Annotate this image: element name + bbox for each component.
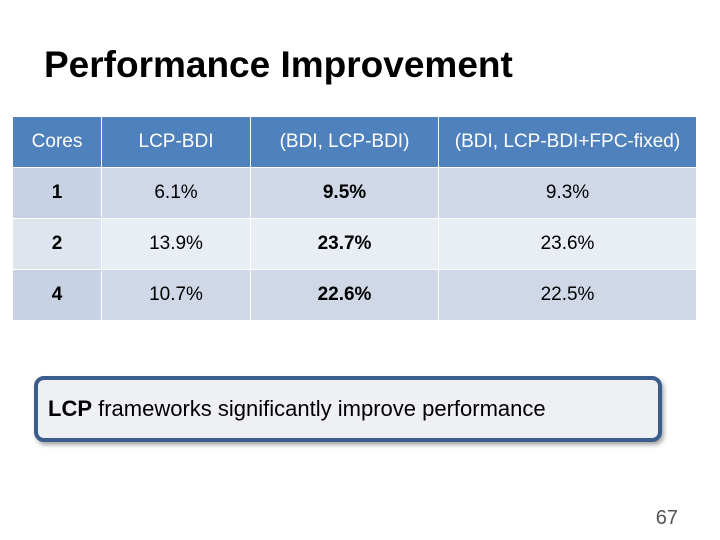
table-row: 1 6.1% 9.5% 9.3%: [12, 167, 697, 219]
callout-box: LCP frameworks significantly improve per…: [34, 376, 662, 442]
header-bdi-lcp-bdi: (BDI, LCP-BDI): [250, 116, 439, 168]
cell-cores: 1: [12, 167, 102, 219]
cell-lcp-bdi: 13.9%: [101, 218, 251, 270]
table-header-row: Cores LCP-BDI (BDI, LCP-BDI) (BDI, LCP-B…: [12, 116, 697, 168]
cell-bdi-lcp-bdi: 22.6%: [250, 269, 439, 321]
table-row: 2 13.9% 23.7% 23.6%: [12, 218, 697, 270]
callout-lead: LCP: [48, 396, 92, 421]
header-bdi-lcp-bdi-fpc-fixed: (BDI, LCP-BDI+FPC-fixed): [438, 116, 697, 168]
cell-bdi-lcp-bdi-fpc-fixed: 22.5%: [438, 269, 697, 321]
page-number: 67: [655, 507, 678, 529]
cell-bdi-lcp-bdi: 9.5%: [250, 167, 439, 219]
cell-bdi-lcp-bdi-fpc-fixed: 23.6%: [438, 218, 697, 270]
slide-title: Performance Improvement: [44, 44, 513, 85]
header-lcp-bdi: LCP-BDI: [101, 116, 251, 168]
cell-lcp-bdi: 10.7%: [101, 269, 251, 321]
cell-bdi-lcp-bdi-fpc-fixed: 9.3%: [438, 167, 697, 219]
callout-text: frameworks significantly improve perform…: [92, 396, 546, 421]
cell-bdi-lcp-bdi: 23.7%: [250, 218, 439, 270]
header-cores: Cores: [12, 116, 102, 168]
table-row: 4 10.7% 22.6% 22.5%: [12, 269, 697, 321]
cell-cores: 4: [12, 269, 102, 321]
cell-lcp-bdi: 6.1%: [101, 167, 251, 219]
cell-cores: 2: [12, 218, 102, 270]
results-table: Cores LCP-BDI (BDI, LCP-BDI) (BDI, LCP-B…: [12, 116, 697, 321]
